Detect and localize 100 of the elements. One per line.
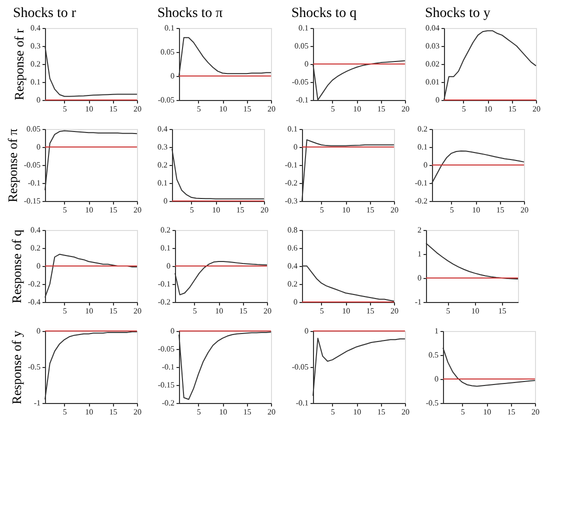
y-tick-label: 0.4	[30, 24, 40, 32]
y-tick-label: 0.3	[30, 42, 40, 50]
x-tick-label: 10	[342, 206, 350, 214]
x-tick-label: 10	[219, 104, 228, 114]
y-tick-label: 0	[424, 160, 428, 170]
x-tick-label: 5	[196, 104, 201, 114]
x-tick-label: 10	[342, 306, 350, 316]
y-tick-label: 2	[418, 226, 422, 234]
x-tick-label: 15	[377, 104, 386, 114]
y-tick-label: 0.3	[158, 142, 168, 152]
y-tick-label: 0	[164, 196, 168, 206]
x-tick-label: 15	[109, 104, 118, 114]
x-tick-label: 10	[353, 104, 362, 114]
y-tick-label: 0.02	[426, 60, 440, 68]
y-tick-label: 0.03	[426, 42, 440, 50]
x-tick-label: 15	[236, 206, 244, 214]
y-tick-label: 0.4	[30, 226, 40, 234]
chart-title: Shocks to y	[425, 6, 490, 21]
y-tick-label: 0.1	[160, 244, 170, 252]
y-tick-label: -0.2	[162, 398, 174, 408]
y-axis-title: Response of y	[8, 330, 24, 404]
y-tick-label: -0.1	[158, 280, 170, 288]
x-tick-label: 5	[62, 408, 67, 416]
y-tick-label: 0	[36, 142, 40, 152]
y-tick-label: -0.05	[158, 96, 174, 104]
x-tick-label: 5	[330, 104, 335, 114]
x-tick-label: 10	[472, 206, 480, 214]
y-tick-label: 0.2	[160, 226, 170, 234]
y-tick-label: 0.1	[158, 178, 168, 188]
y-tick-label: 0	[36, 262, 40, 270]
y-tick-label: 0	[170, 326, 174, 336]
x-tick-label: 20	[268, 104, 276, 114]
x-tick-label: 5	[192, 306, 197, 316]
y-tick-label: 1	[418, 250, 422, 258]
x-tick-label: 15	[109, 408, 118, 416]
x-tick-label: 5	[460, 408, 465, 416]
y-tick-label: 1	[434, 326, 438, 336]
x-tick-label: 10	[215, 306, 224, 316]
x-tick-label: 20	[264, 306, 272, 316]
y-tick-label: 0.05	[160, 48, 174, 56]
x-tick-label: 5	[462, 104, 466, 114]
y-tick-label: 0	[170, 72, 174, 80]
x-tick-label: 15	[243, 104, 252, 114]
x-tick-label: 20	[260, 206, 268, 214]
x-tick-label: 10	[483, 408, 492, 416]
y-tick-label: -0.5	[426, 398, 438, 408]
y-tick-label: 0.6	[288, 244, 298, 252]
y-tick-label: -0.2	[284, 178, 298, 188]
y-tick-label: -1	[414, 298, 422, 306]
x-tick-label: 15	[366, 306, 374, 316]
x-tick-label: 5	[446, 306, 450, 316]
y-tick-label: 0.1	[164, 24, 174, 32]
y-tick-label: -0.15	[158, 380, 174, 390]
y-tick-label: -0.05	[158, 344, 174, 354]
y-tick-label: 0.4	[158, 124, 168, 134]
x-tick-label: 20	[390, 306, 398, 316]
chart-title: Shocks to π	[157, 6, 223, 21]
y-tick-label: 0.04	[426, 24, 440, 32]
y-tick-label: 0.2	[30, 60, 40, 68]
y-tick-label: -0.5	[28, 362, 40, 372]
y-tick-label: -0.1	[296, 96, 308, 104]
x-tick-label: 10	[85, 104, 94, 114]
x-tick-label: 10	[212, 206, 220, 214]
x-tick-label: 20	[402, 104, 410, 114]
y-tick-label: -0.1	[296, 398, 308, 408]
y-tick-label: -0.05	[24, 160, 40, 170]
y-tick-label: 0	[304, 326, 308, 336]
y-axis-title: Response of π	[4, 128, 20, 202]
x-tick-label: 10	[219, 408, 228, 416]
x-tick-label: 5	[320, 306, 324, 316]
y-tick-label: 0.2	[418, 124, 428, 134]
x-tick-label: 5	[190, 206, 194, 214]
x-tick-label: 15	[496, 206, 504, 214]
y-tick-label: 0.2	[30, 244, 40, 252]
x-tick-label: 10	[471, 306, 480, 316]
y-tick-label: -0.2	[414, 196, 428, 206]
x-tick-label: 20	[402, 408, 410, 416]
y-tick-label: -1	[34, 398, 40, 408]
y-tick-label: -0.1	[414, 178, 428, 188]
x-tick-label: 20	[134, 306, 142, 316]
y-tick-label: 0.1	[30, 78, 40, 86]
y-tick-label: 0	[436, 96, 440, 104]
y-tick-label: 0.2	[158, 160, 168, 170]
y-tick-label: -0.4	[28, 298, 40, 306]
x-tick-label: 5	[196, 408, 201, 416]
x-tick-label: 5	[62, 306, 67, 316]
y-tick-label: 0.8	[288, 226, 298, 234]
y-axis-title: Response of q	[8, 229, 24, 304]
y-tick-label: 0.1	[298, 24, 308, 32]
y-tick-label: 0	[418, 274, 422, 282]
x-tick-label: 20	[134, 206, 142, 214]
x-tick-label: 5	[450, 206, 454, 214]
y-tick-label: 0	[36, 326, 40, 336]
y-tick-label: 0	[294, 142, 298, 152]
y-axis-title: Response of r	[12, 28, 26, 100]
y-tick-label: -0.2	[28, 280, 40, 288]
y-tick-label: -0.05	[292, 362, 308, 372]
x-tick-label: 10	[85, 306, 94, 316]
x-tick-label: 10	[85, 206, 94, 214]
x-tick-label: 15	[507, 408, 516, 416]
